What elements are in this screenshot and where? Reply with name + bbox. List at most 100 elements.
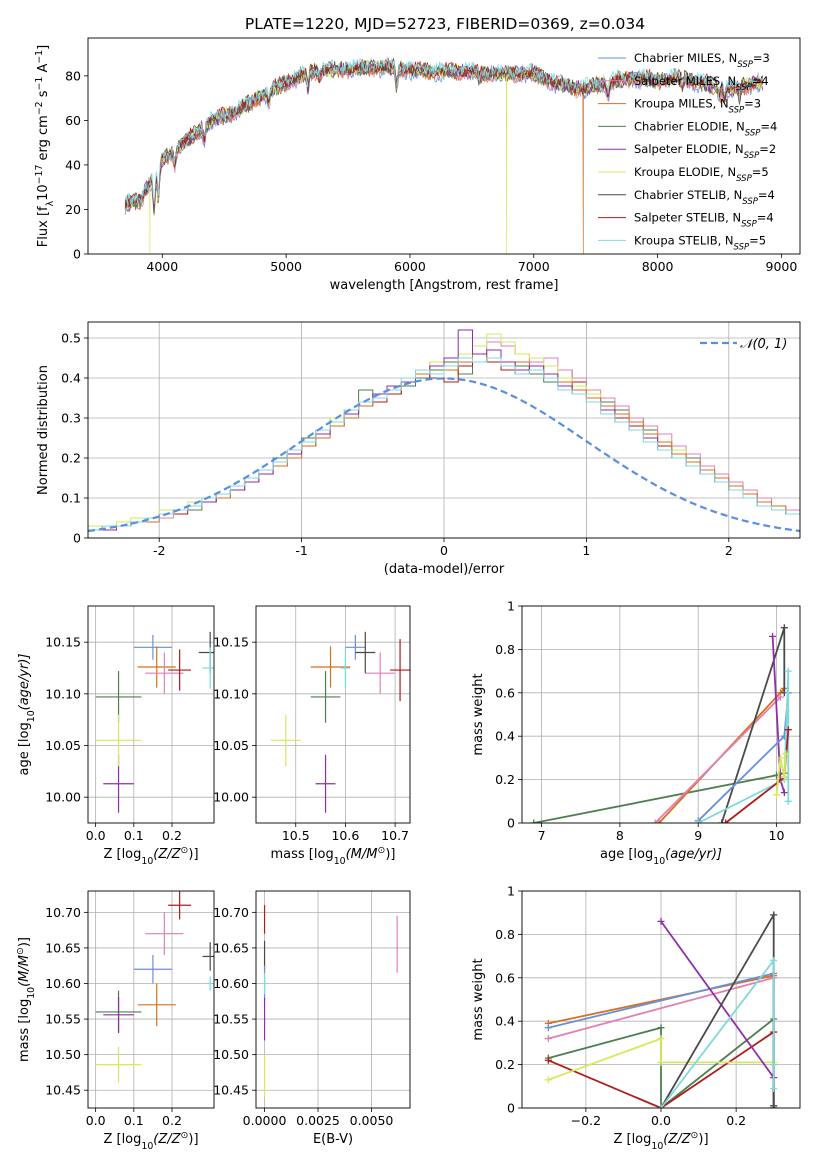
x-axis-label-part: (age/yr)] xyxy=(665,847,722,862)
panel-mass_vs_ebv: 0.0000 0.0025 0.0050 10.45 10.50 10.55 10.60 10… xyxy=(213,890,411,1147)
spectrum-line-kroupa_stelib xyxy=(124,55,763,206)
x-tick-label: 0.0050 xyxy=(350,1113,394,1128)
panel-mass_vs_Z: 0.0 0.1 0.2 10.45 10.50 10.55 10.60 10.65 10.70 Z… xyxy=(15,890,215,1152)
x-axis-label-part: Z [log xyxy=(103,847,141,862)
y-tick-label: 1 xyxy=(507,884,515,899)
x-tick-label: -2 xyxy=(153,543,165,558)
weight-marker xyxy=(657,1058,665,1066)
y-tick-label: 60 xyxy=(65,113,81,128)
x-axis-label: wavelength [Angstrom, rest frame] xyxy=(330,278,559,293)
weight-marker xyxy=(770,956,778,964)
weight-series-kroupa_stelib xyxy=(694,667,792,823)
x-axis-label-part: Z [log xyxy=(103,1132,141,1147)
axes-frame xyxy=(87,605,215,824)
legend-text-part: SSP xyxy=(734,242,750,252)
x-tick-label: 7 xyxy=(538,828,546,843)
weight-marker xyxy=(773,791,781,799)
weight-marker xyxy=(657,1104,665,1108)
x-tick-label: 8 xyxy=(616,828,624,843)
legend-entry-chabrier_miles: Chabrier MILES, NSSP=3 xyxy=(634,51,770,70)
plot-area-age_vs_Z xyxy=(95,631,214,813)
y-tick-label: 10.15 xyxy=(45,635,81,650)
axes-frame xyxy=(87,321,801,539)
legend-text-part: Kroupa MILES, N xyxy=(634,97,729,111)
x-axis-label-part: (Z/Z xyxy=(153,1132,181,1147)
x-axis-label: Z [log10(Z/Z⊙)] xyxy=(103,1130,198,1152)
y-axis-label-part: −17 xyxy=(34,165,45,185)
y-axis-label-part: −1 xyxy=(34,77,45,91)
plot-area-mass_vs_Z xyxy=(95,891,214,1083)
panel-residuals: -2 -1 0 1 2 0 0.1 0.2 0.3 0.4 0.5 (data-model)/erro… xyxy=(36,321,801,577)
weight-marker xyxy=(657,917,665,925)
legend-text-part: SSP xyxy=(736,83,752,93)
x-axis-label: age [log10(age/yr)] xyxy=(600,847,722,867)
y-axis-label-part: Flux [f xyxy=(36,206,51,247)
y-tick-label: 0.6 xyxy=(495,970,515,985)
weight-marker xyxy=(544,1076,552,1084)
x-tick-label: 0.0025 xyxy=(296,1113,340,1128)
x-axis-label: Z [log10(Z/Z⊙)] xyxy=(613,1130,708,1152)
weight-marker xyxy=(780,789,788,797)
x-axis-label-part: age [log xyxy=(600,847,653,862)
x-tick-label: 0.0000 xyxy=(243,1113,287,1128)
legend-text-part: SSP xyxy=(729,106,745,116)
x-axis-label: E(B-V) xyxy=(313,1132,353,1147)
y-tick-label: 10.45 xyxy=(45,1083,81,1098)
figure-title: PLATE=1220, MJD=52723, FIBERID=0369, z=0… xyxy=(245,15,645,33)
errorbar-chabrier_miles xyxy=(133,634,172,660)
y-tick-label: 0 xyxy=(73,531,81,546)
weight-line xyxy=(720,627,786,823)
y-tick-label: 0.6 xyxy=(495,685,515,700)
errorbar-salpeter_stelib xyxy=(168,649,192,691)
y-axis-label: age [log10(age/yr)] xyxy=(17,654,37,776)
y-axis-label-part: ] xyxy=(36,45,51,50)
legend-text-part: =4 xyxy=(757,211,774,225)
weight-marker xyxy=(544,1056,552,1064)
legend-text-part: SSP xyxy=(744,151,760,161)
weight-marker xyxy=(544,1024,552,1032)
y-axis-label-part: λ xyxy=(45,200,56,206)
legend-text-part: SSP xyxy=(745,128,761,138)
x-axis-label-part: 10 xyxy=(141,1141,153,1152)
x-tick-label: 7000 xyxy=(518,259,550,274)
y-tick-label: 0.8 xyxy=(495,642,515,657)
x-tick-label: 0.2 xyxy=(162,828,182,843)
y-axis-label-part: ⊙ xyxy=(15,947,26,955)
errorbar-kroupa_stelib xyxy=(340,647,351,689)
axes-frame xyxy=(87,890,215,1109)
x-tick-label: 10.7 xyxy=(381,828,409,843)
legend-text-part: =3 xyxy=(744,97,761,111)
weight-series-kroupa_stelib xyxy=(657,956,778,1108)
y-tick-label: 0.4 xyxy=(495,1014,515,1029)
errorbar-salpeter_elodie xyxy=(103,997,134,1033)
errorbar-kroupa_stelib xyxy=(202,647,214,689)
x-tick-label: 8000 xyxy=(642,259,674,274)
y-axis-label-part: 10 xyxy=(26,710,37,722)
legend-entry-salpeter_elodie: Salpeter ELODIE, NSSP=2 xyxy=(634,142,776,161)
legend-entry-salpeter_stelib: Salpeter STELIB, NSSP=4 xyxy=(634,211,774,230)
errorbar-salpeter_elodie xyxy=(315,754,336,813)
legend-text-part: =4 xyxy=(760,119,777,133)
weight-marker xyxy=(770,911,778,919)
errorbar-kroupa_elodie xyxy=(95,1046,142,1083)
y-tick-label: 10.50 xyxy=(213,1047,249,1062)
y-tick-label: 10.65 xyxy=(213,940,249,955)
x-axis-label-part: (Z/Z xyxy=(153,847,181,862)
weight-marker xyxy=(544,1035,552,1043)
axes-frame xyxy=(521,890,801,1109)
y-axis-label-part: −1 xyxy=(34,50,45,64)
weight-marker xyxy=(780,624,788,632)
legend-entry-kroupa_stelib: Kroupa STELIB, NSSP=5 xyxy=(634,233,766,252)
x-axis-label: Z [log10(Z/Z⊙)] xyxy=(103,845,198,867)
spectrum-line-kroupa_elodie xyxy=(124,59,763,254)
axes-frame xyxy=(87,37,801,255)
y-axis-label: Normed distribution xyxy=(36,365,51,495)
y-axis-label: Flux [fλ10−17 erg cm−2 s−1 A−1] xyxy=(34,45,56,247)
x-tick-label: 0.2 xyxy=(162,1113,182,1128)
weight-line xyxy=(775,753,787,795)
legend-text-part: SSP xyxy=(742,197,758,207)
legend-text-part: =5 xyxy=(749,233,766,247)
y-tick-label: 10.70 xyxy=(45,905,81,920)
